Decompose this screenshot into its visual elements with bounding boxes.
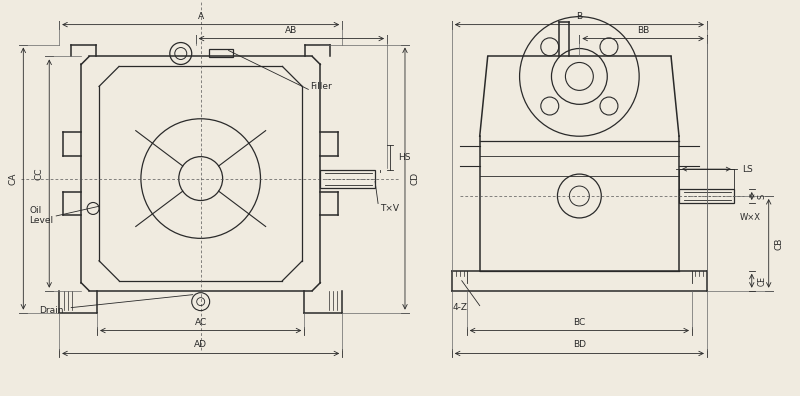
Text: Level: Level	[30, 217, 54, 225]
Text: Filler: Filler	[310, 82, 332, 91]
Text: CA: CA	[8, 172, 18, 185]
Text: S: S	[758, 193, 766, 199]
Bar	[679, 189, 734, 203]
Text: BB: BB	[637, 26, 650, 34]
Text: HS: HS	[398, 152, 410, 162]
Text: Oil: Oil	[30, 206, 42, 215]
Text: AD: AD	[194, 341, 207, 349]
Text: AC: AC	[194, 318, 207, 327]
Text: T×V: T×V	[380, 204, 399, 213]
Text: A: A	[198, 11, 204, 21]
Text: BC: BC	[574, 318, 586, 327]
Text: LS: LS	[742, 165, 753, 173]
Text: B: B	[576, 11, 582, 21]
Bar	[209, 49, 233, 57]
Text: 4-Z: 4-Z	[453, 303, 468, 312]
Text: CD: CD	[411, 172, 420, 185]
Text: CC: CC	[34, 168, 43, 180]
Bar	[320, 169, 375, 188]
Text: W×X: W×X	[740, 213, 761, 223]
Text: AB: AB	[286, 26, 298, 34]
Text: CB: CB	[774, 237, 784, 249]
Text: CE: CE	[758, 276, 766, 286]
Text: BD: BD	[573, 341, 586, 349]
Text: Drain: Drain	[39, 306, 64, 315]
